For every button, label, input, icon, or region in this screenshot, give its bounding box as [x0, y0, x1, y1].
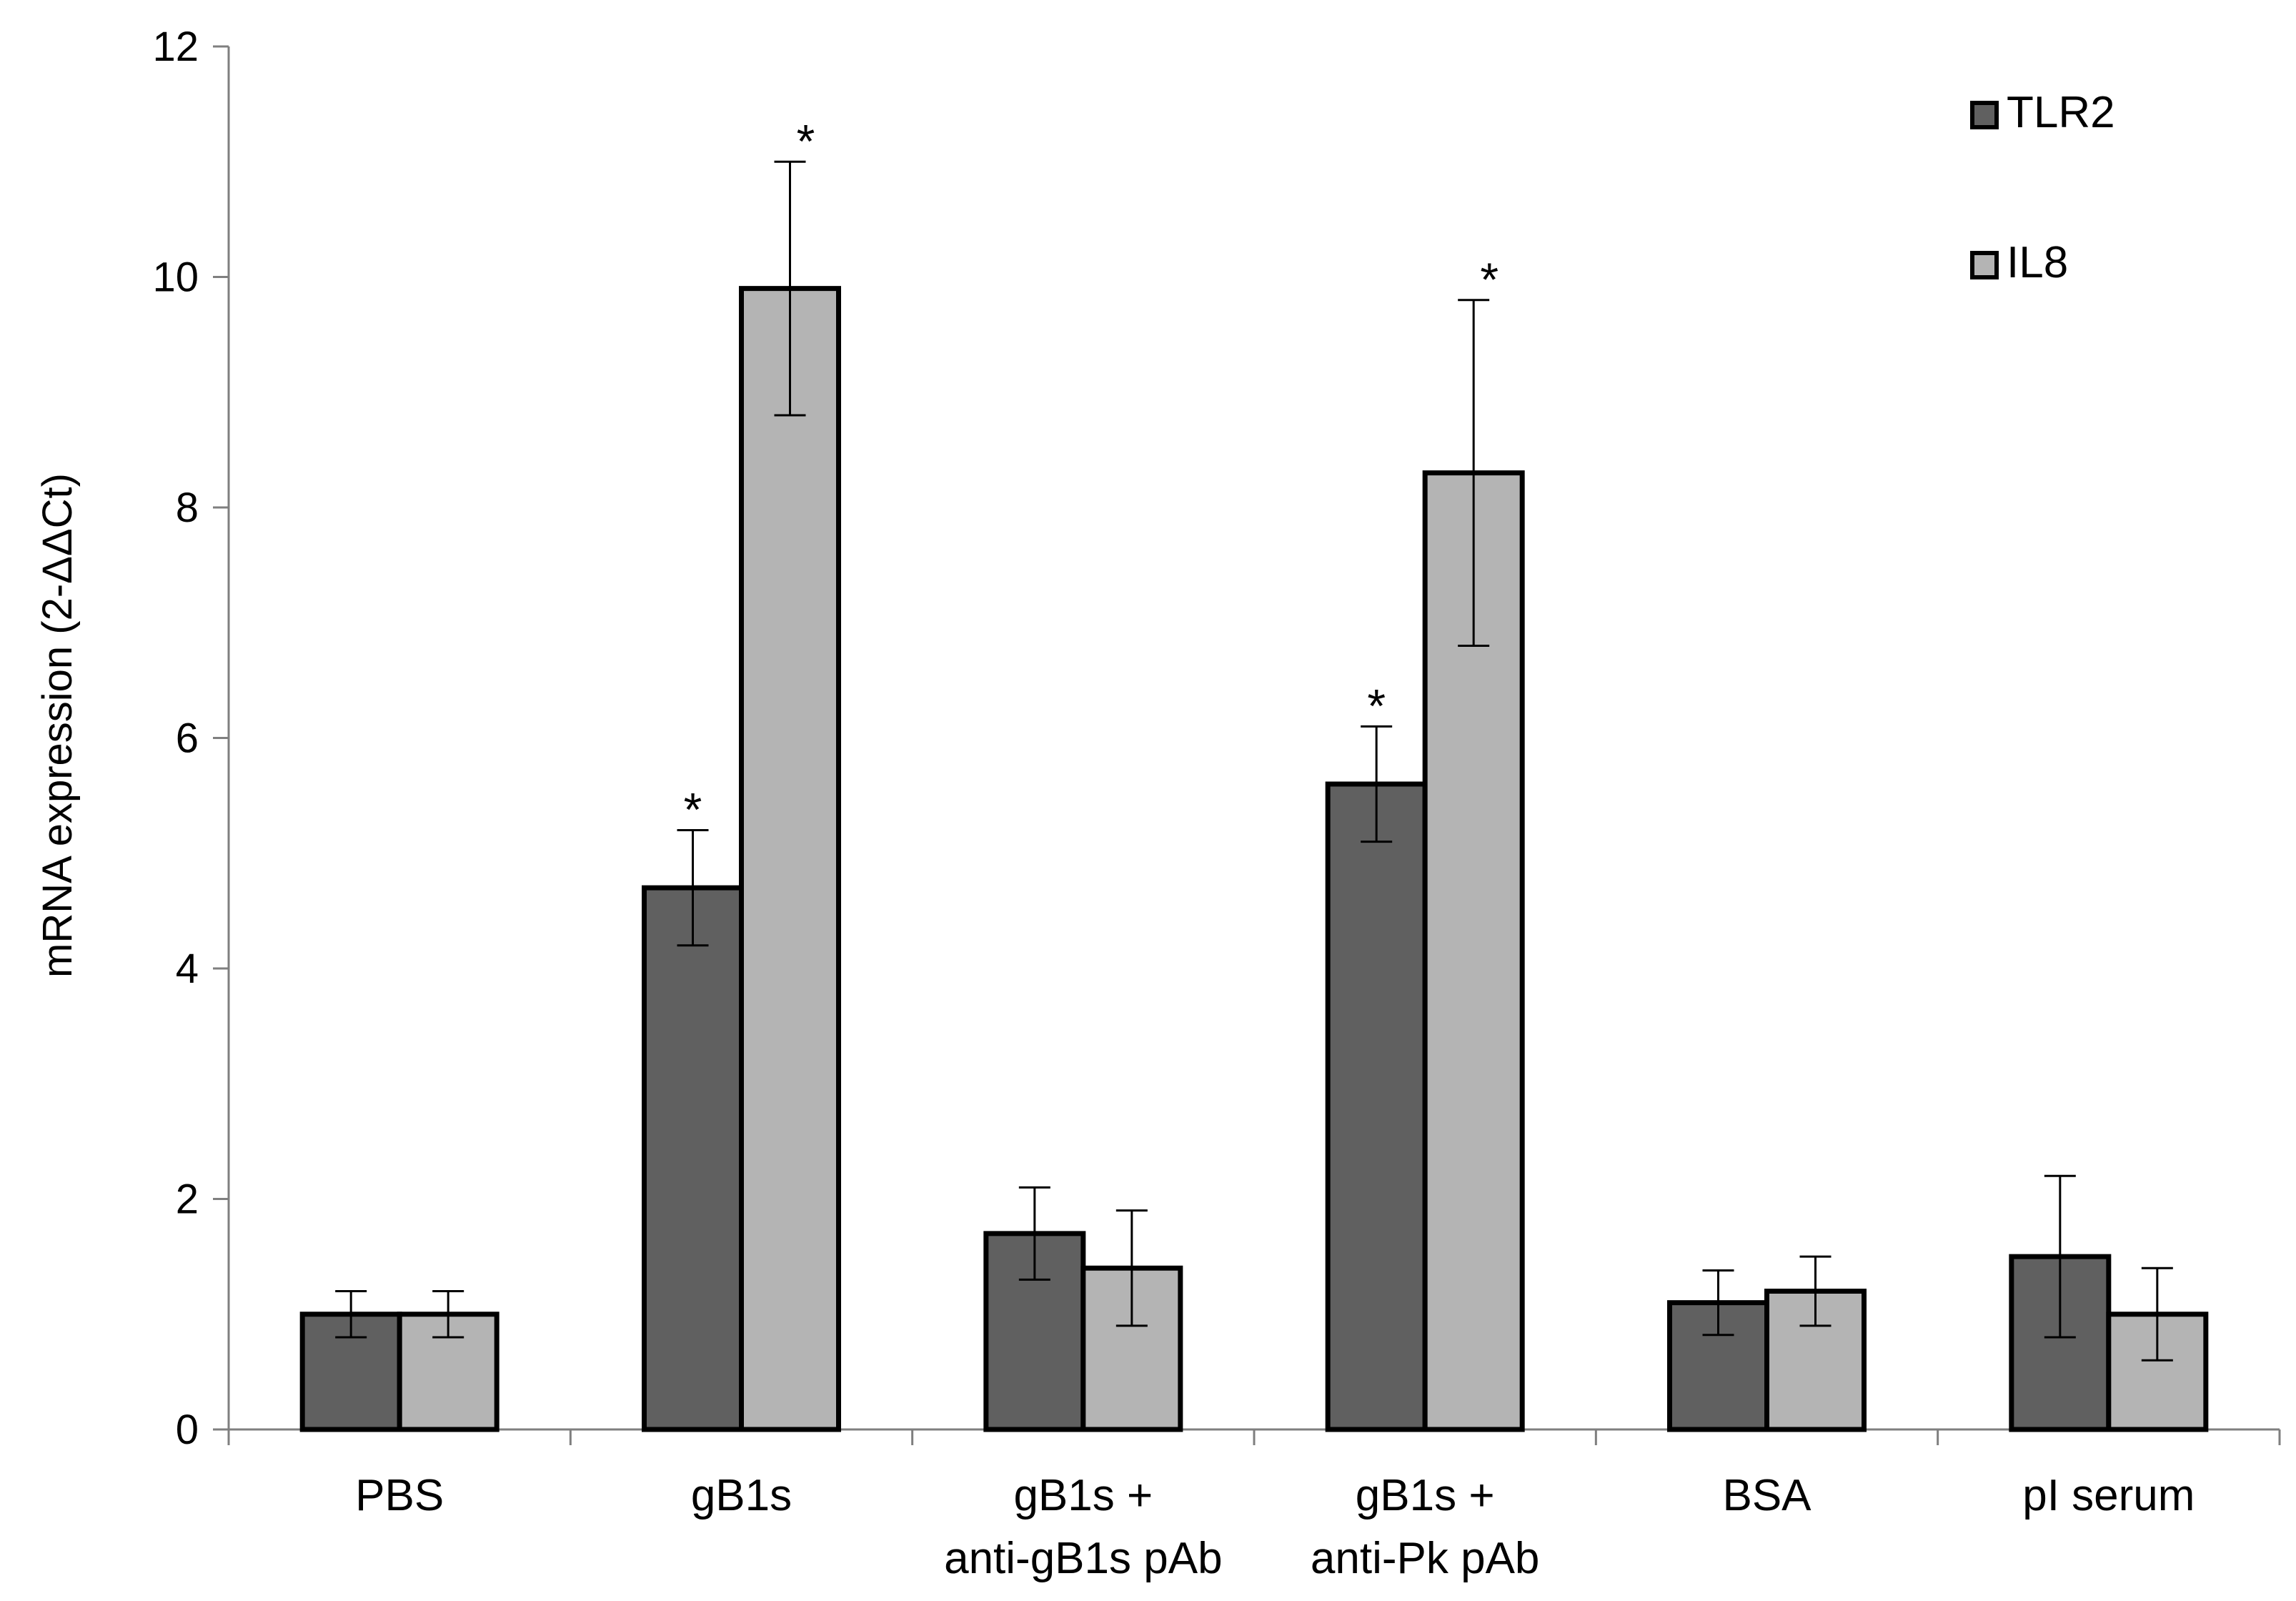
- legend-swatch-tlr2: [1970, 101, 1999, 129]
- y-tick-label: 0: [176, 1407, 199, 1453]
- y-tick-label: 6: [176, 715, 199, 762]
- x-category-label: gB1s +: [1013, 1471, 1153, 1520]
- axes: 0 2 4 6 8 10 12: [152, 24, 2281, 1453]
- x-category-label: gB1s +: [1356, 1471, 1495, 1520]
- x-category-label: anti-gB1s pAb: [944, 1534, 1222, 1583]
- x-axis-labels: PBS gB1s gB1s + anti-gB1s pAb gB1s + anti-Pk …: [355, 1471, 2195, 1583]
- error-bars: [335, 160, 2173, 1362]
- x-category-label: pI serum: [2022, 1471, 2195, 1520]
- significance-marks: * * * *: [684, 114, 1499, 836]
- significance-mark: *: [1480, 253, 1499, 306]
- y-tick-label: 12: [152, 24, 199, 70]
- significance-mark: *: [684, 783, 702, 836]
- x-category-label: anti-Pk pAb: [1311, 1534, 1540, 1583]
- y-tick-label: 10: [152, 254, 199, 301]
- significance-mark: *: [1367, 679, 1386, 732]
- y-tick-label: 4: [176, 946, 199, 992]
- bar-il8: [739, 286, 841, 1432]
- bars: [299, 286, 2209, 1432]
- legend-label-tlr2: TLR2: [2007, 88, 2115, 137]
- significance-mark: *: [797, 114, 815, 167]
- bar-tlr2: [1325, 781, 1428, 1432]
- legend-swatch-il8: [1970, 251, 1999, 279]
- y-tick-label: 2: [176, 1176, 199, 1223]
- bar-tlr2: [642, 885, 744, 1432]
- bar-tlr2: [299, 1312, 402, 1432]
- x-category-label: BSA: [1722, 1471, 1812, 1520]
- x-category-label: gB1s: [691, 1471, 792, 1520]
- bar-tlr2: [983, 1231, 1086, 1432]
- legend-label-il8: IL8: [2007, 238, 2068, 287]
- legend: TLR2 IL8: [1970, 88, 2115, 287]
- y-axis-title: mRNA expression (2-ΔΔCt): [34, 473, 81, 978]
- y-tick-label: 8: [176, 485, 199, 531]
- x-category-label: PBS: [355, 1471, 444, 1520]
